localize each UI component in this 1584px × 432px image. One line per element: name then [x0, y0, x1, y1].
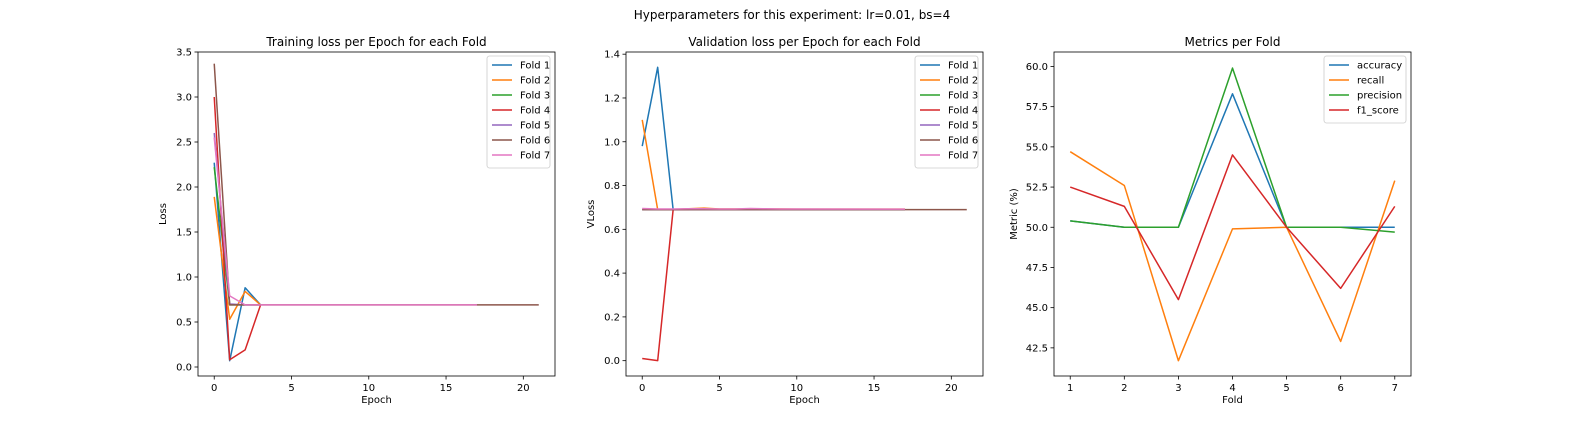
- y-tick-label: 1.5: [176, 228, 192, 239]
- chart-title: Training loss per Epoch for each Fold: [265, 35, 486, 49]
- x-tick-label: 5: [1283, 383, 1289, 394]
- chart-1: Training loss per Epoch for each Fold 0 5 1…: [158, 35, 556, 406]
- series-line-2: [1069, 151, 1396, 362]
- axes-frame: [197, 51, 556, 377]
- x-tick-label: 1: [1067, 383, 1073, 394]
- y-tick-label: 0.8: [604, 181, 620, 192]
- legend-label: Fold 6: [948, 136, 978, 147]
- y-tick-label: 1.2: [604, 93, 620, 104]
- legend-label: precision: [1357, 91, 1402, 102]
- legend-label: Fold 4: [520, 106, 550, 117]
- y-tick-label: 55.0: [1026, 142, 1048, 153]
- y-tick-label: 1.0: [604, 137, 620, 148]
- series-line-1: [641, 66, 689, 211]
- series-line-3: [1070, 67, 1395, 233]
- chart-2: Validation loss per Epoch for each Fold 0…: [586, 35, 984, 406]
- y-tick-label: 0.0: [604, 356, 620, 367]
- legend-label: Fold 7: [520, 151, 550, 162]
- y-tick-label: 0.6: [604, 225, 620, 236]
- series-line-1: [213, 162, 262, 362]
- axes-frame: [625, 51, 984, 377]
- legend-label: Fold 4: [948, 106, 978, 117]
- legend-box: [1323, 55, 1407, 124]
- legend-label: Fold 2: [948, 76, 978, 87]
- legend-label: Fold 5: [520, 121, 550, 132]
- x-tick-label: 0: [639, 383, 645, 394]
- plot-area: [213, 63, 539, 362]
- figure-suptitle: Hyperparameters for this experiment: lr=…: [634, 8, 951, 22]
- legend-label: Fold 2: [520, 76, 550, 87]
- legend-label: Fold 3: [520, 91, 550, 102]
- series-line-7: [642, 207, 905, 210]
- legend-label: Fold 5: [948, 121, 978, 132]
- y-tick-label: 60.0: [1026, 62, 1048, 73]
- legend: accuracy recall precision f1_score: [1323, 55, 1407, 124]
- y-tick-label: 0.0: [176, 363, 192, 374]
- chart-title: Validation loss per Epoch for each Fold: [688, 35, 920, 49]
- x-tick-label: 3: [1175, 383, 1181, 394]
- series-line-7: [213, 137, 477, 306]
- plot-area: [1069, 67, 1396, 362]
- x-tick-label: 10: [790, 383, 803, 394]
- y-tick-label: 2.5: [176, 138, 192, 149]
- x-axis-label: Epoch: [361, 395, 392, 406]
- x-tick-label: 6: [1337, 383, 1343, 394]
- y-tick-label: 57.5: [1026, 102, 1048, 113]
- y-tick-label: 47.5: [1026, 263, 1048, 274]
- series-line-3: [213, 167, 261, 306]
- y-tick-label: 1.4: [604, 50, 620, 61]
- y-tick-label: 50.0: [1026, 223, 1048, 234]
- y-tick-label: 45.0: [1026, 303, 1048, 314]
- x-tick-label: 2: [1121, 383, 1127, 394]
- legend: Fold 1 Fold 2 Fold 3 Fold 4 Fold 5 Fold 6 Fold…: [914, 55, 979, 169]
- y-tick-label: 1.0: [176, 273, 192, 284]
- x-tick-label: 5: [716, 383, 722, 394]
- series-line-4: [1069, 154, 1396, 301]
- legend-label: Fold 1: [948, 61, 978, 72]
- legend-label: Fold 6: [520, 136, 550, 147]
- plot-area: [641, 66, 967, 362]
- y-tick-label: 3.5: [176, 48, 192, 59]
- series-line-2: [641, 119, 905, 211]
- legend-label: f1_score: [1357, 106, 1399, 117]
- x-tick-label: 15: [868, 383, 881, 394]
- chart-3: Metrics per Fold 1 2 3 4 5 6 7 42.5 45.0 47.5 50.0 5…: [1009, 35, 1412, 406]
- y-axis-label: VLoss: [586, 200, 597, 229]
- x-tick-label: 10: [362, 383, 375, 394]
- chart-panels: Training loss per Epoch for each Fold 0 5 1…: [158, 35, 1412, 406]
- x-tick-label: 7: [1392, 383, 1398, 394]
- x-tick-label: 5: [288, 383, 294, 394]
- y-tick-label: 0.2: [604, 312, 620, 323]
- legend-label: recall: [1357, 76, 1384, 87]
- x-axis-label: Fold: [1222, 395, 1243, 406]
- y-tick-label: 0.4: [604, 269, 620, 280]
- legend-label: Fold 1: [520, 61, 550, 72]
- series-line-4: [213, 96, 262, 361]
- chart-title: Metrics per Fold: [1185, 35, 1281, 49]
- legend-label: accuracy: [1357, 61, 1402, 72]
- x-tick-label: 20: [517, 383, 530, 394]
- y-tick-label: 2.0: [176, 183, 192, 194]
- y-axis-label: Metric (%): [1009, 188, 1020, 240]
- y-tick-label: 42.5: [1026, 343, 1048, 354]
- x-tick-label: 4: [1229, 383, 1235, 394]
- x-tick-label: 15: [440, 383, 453, 394]
- x-tick-label: 20: [945, 383, 958, 394]
- series-line-4: [642, 208, 689, 362]
- legend: Fold 1 Fold 2 Fold 3 Fold 4 Fold 5 Fold 6 Fold…: [486, 55, 551, 169]
- legend-label: Fold 3: [948, 91, 978, 102]
- x-axis-label: Epoch: [789, 395, 820, 406]
- y-tick-label: 52.5: [1026, 183, 1048, 194]
- y-axis-label: Loss: [158, 203, 169, 225]
- x-tick-label: 0: [211, 383, 217, 394]
- y-tick-label: 0.5: [176, 318, 192, 329]
- y-tick-label: 3.0: [176, 93, 192, 104]
- legend-label: Fold 7: [948, 151, 978, 162]
